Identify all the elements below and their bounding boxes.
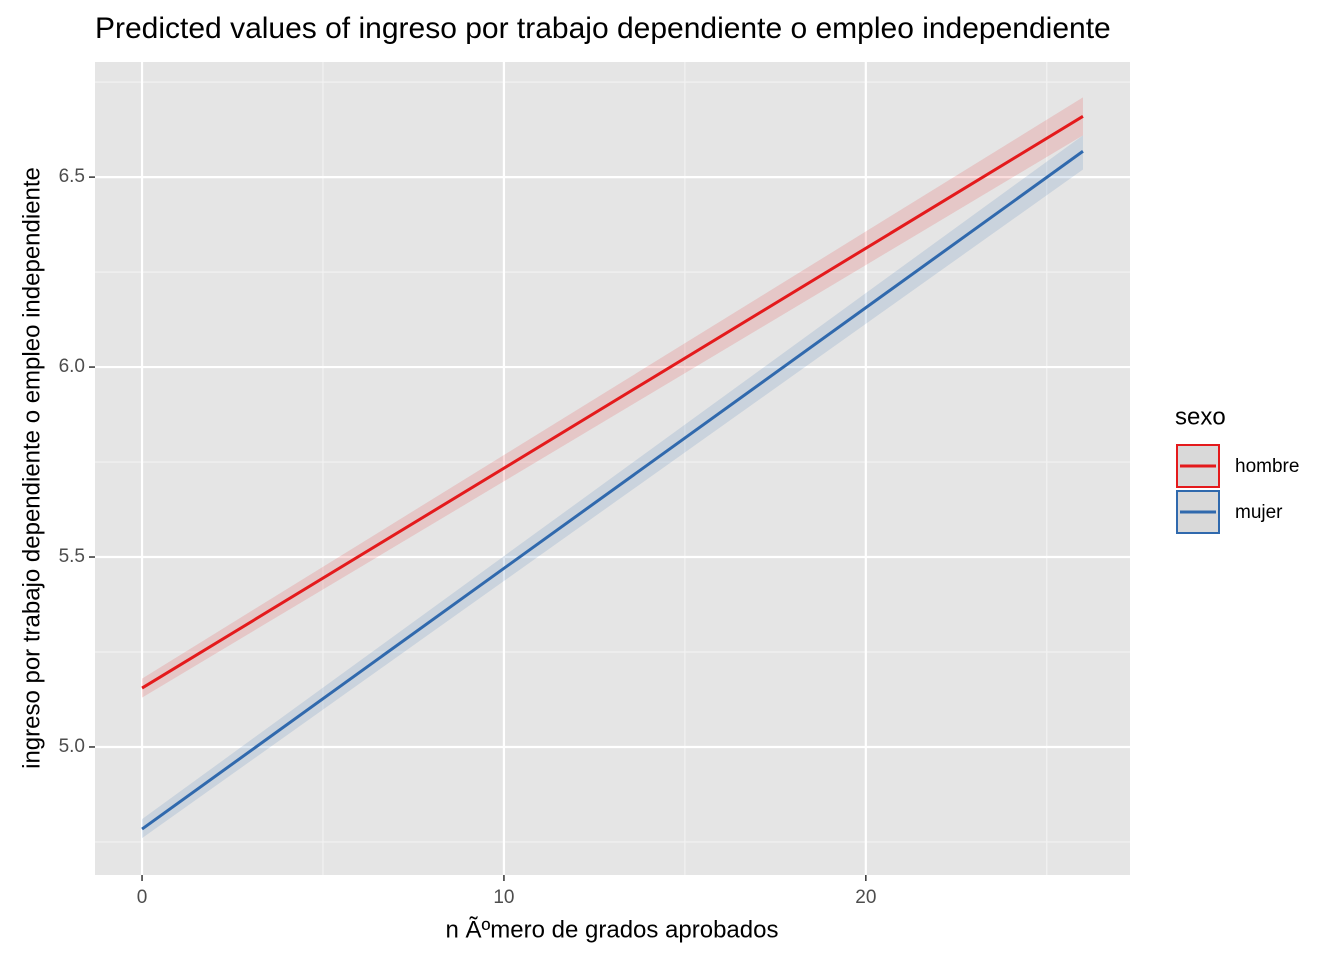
- y-axis-title: ingreso por trabajo dependiente o empleo…: [18, 167, 45, 769]
- y-tick-label: 6.0: [59, 356, 85, 377]
- x-axis-title: n Ãºmero de grados aprobados: [446, 916, 779, 943]
- confidence-band: [142, 135, 1083, 839]
- legend-label: mujer: [1235, 502, 1283, 523]
- x-tick-label: 10: [493, 887, 514, 908]
- confidence-band: [142, 97, 1083, 698]
- line: [141, 150, 1084, 831]
- x-tick-label: 20: [855, 887, 876, 908]
- y-tick-label: 6.5: [59, 166, 85, 187]
- legend-title: sexo: [1175, 403, 1226, 430]
- legend-label: hombre: [1235, 456, 1299, 477]
- y-tick-label: 5.5: [59, 546, 85, 567]
- chart-title: Predicted values of ingreso por trabajo …: [95, 12, 1111, 45]
- line: [141, 115, 1084, 690]
- y-tick-label: 5.0: [59, 736, 85, 757]
- x-tick-label: 0: [137, 887, 148, 908]
